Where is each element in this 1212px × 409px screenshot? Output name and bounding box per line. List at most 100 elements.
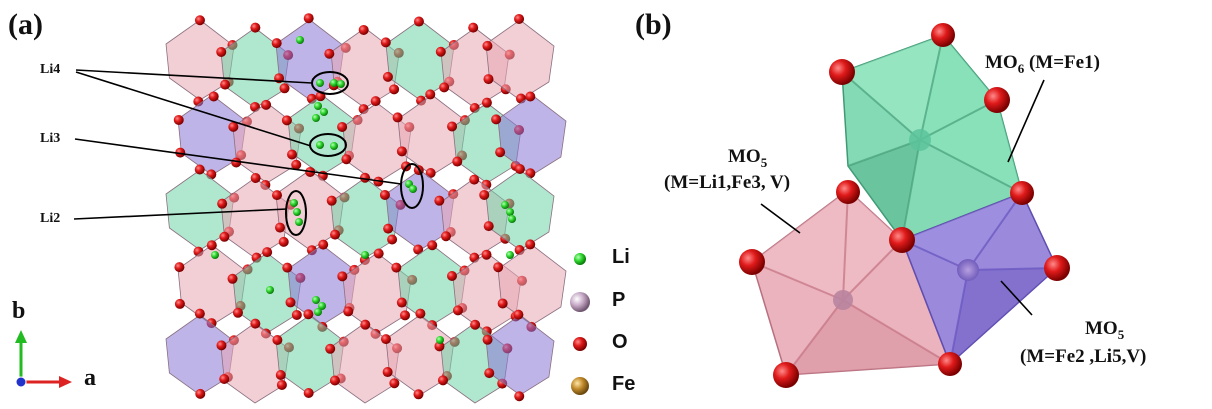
legend-li-sphere [574,253,586,265]
legend-spheres [570,253,590,395]
lattice-oxygen [415,308,426,319]
lattice-oxygen [379,189,390,200]
lattice-oxygen [337,121,348,132]
lattice-oxygen [231,157,242,168]
lattice-oxygen [285,297,296,308]
lattice-oxygen [282,262,293,273]
lattice-oxygen [303,309,314,320]
lattice-oxygen [525,239,536,250]
lattice-oxygen [434,341,445,352]
lattice-oxygen [250,318,261,329]
legend-fe-sphere [571,377,589,395]
lattice-oxygen [413,244,424,255]
lattice-lithium [508,215,516,223]
lattice-oxygen [360,319,371,330]
lattice-oxygen [232,307,243,318]
lattice-oxygen [174,262,185,273]
polyhedra-cluster [739,23,1070,388]
lattice-oxygen [303,388,314,399]
lattice-oxygen [261,99,272,110]
lattice-oxygen [330,229,341,240]
lattice-oxygen [468,22,479,33]
lattice-oxygen [382,71,393,82]
lattice-oxygen [514,13,525,24]
li2-ellipse [285,190,307,236]
lattice-oxygen [382,367,393,378]
lattice-lithium [211,251,219,259]
lattice-oxygen [228,121,239,132]
lattice-oxygen [324,48,335,59]
lattice-lithium [312,296,320,304]
lattice-oxygen [272,335,283,346]
lattice-oxygen [380,37,391,48]
lattice-lithium [290,199,298,207]
axis-indicator [15,330,72,388]
li2-label: Li2 [40,211,61,226]
panel-label-a: (a) [8,8,43,41]
lattice-oxygen [208,91,219,102]
lattice-oxygen [383,223,394,234]
lattice-oxygen [389,378,400,389]
lattice-oxygen [219,374,230,385]
legend-label-o: O [612,331,628,353]
lattice-lithium [361,251,369,259]
lattice-oxygen [482,40,493,51]
lattice-oxygen [250,172,261,183]
lattice-oxygen [360,172,371,183]
lattice-lithium [312,114,320,122]
lattice-oxygen [380,334,391,345]
lattice-oxygen [425,168,436,179]
lattice-oxygen [389,84,400,95]
site-callouts [285,71,424,236]
lattice-oxygen [447,121,458,132]
crystal-lattice [165,13,567,404]
lattice-lithium [316,141,324,149]
lattice-oxygen [287,149,298,160]
lattice-oxygen [446,270,457,281]
lattice-lithium [506,251,514,259]
lattice-oxygen [452,156,463,167]
lattice-oxygen [250,22,261,33]
lattice-oxygen [272,190,283,201]
lattice-lithium [318,302,326,310]
lattice-oxygen [484,368,495,379]
lattice-oxygen [495,147,506,158]
lattice-oxygen [271,38,282,49]
leader-lines [73,69,402,220]
mo5-top-label-detail: (M=Li1,Fe3, V) [664,172,791,193]
polyhedra-leader-lines [760,79,1045,316]
axis-label-a: a [84,365,96,391]
lattice-lithium [320,108,328,116]
lattice-oxygen [391,262,402,273]
lattice-oxygen [427,240,438,251]
lattice-oxygen [275,369,286,380]
lattice-oxygen [373,248,384,259]
lattice-oxygen [276,379,287,390]
lattice-lithium [409,185,417,193]
lattice-oxygen [217,198,228,209]
legend-o-sphere [573,337,587,351]
lattice-oxygen [387,234,398,245]
lattice-oxygen [413,16,424,27]
legend-label-p: P [612,289,626,311]
panel-label-b: (b) [635,8,672,41]
lattice-oxygen [216,46,227,57]
lattice-oxygen [439,82,450,93]
lattice-oxygen [479,189,490,200]
lattice-oxygen [220,79,231,90]
lattice-oxygen [216,340,227,351]
lattice-oxygen [400,310,411,321]
lattice-oxygen [337,271,348,282]
lattice-oxygen [396,297,407,308]
li4-label: Li4 [40,62,61,77]
lattice-lithium [330,142,338,150]
lattice-oxygen [291,159,302,170]
lattice-oxygen [173,114,184,125]
lattice-oxygen [325,343,336,354]
lattice-oxygen [413,389,424,400]
lattice-oxygen [195,388,206,399]
lattice-oxygen [194,164,205,175]
legend-label-li: Li [612,246,630,268]
lattice-oxygen [469,174,480,185]
lattice-oxygen [482,334,493,345]
